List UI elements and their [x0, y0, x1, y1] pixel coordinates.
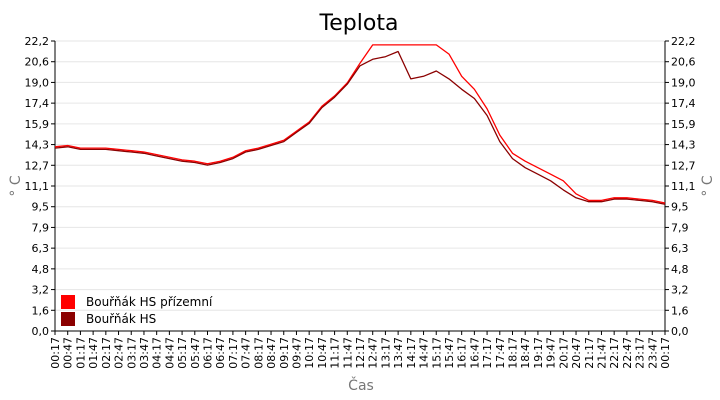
- y-tick-label: 12,7: [25, 159, 50, 172]
- x-tick-label: 03:47: [138, 337, 151, 369]
- y-tick-label: 7,9: [671, 221, 689, 234]
- x-tick-label: 00:17: [659, 337, 672, 369]
- x-tick-label: 09:17: [278, 337, 291, 369]
- x-tick-label: 20:47: [570, 337, 583, 369]
- y-tick-label: 3,2: [32, 284, 50, 297]
- y-tick-label: 0,0: [32, 325, 50, 338]
- x-tick-label: 17:47: [494, 337, 507, 369]
- x-tick-label: 22:17: [608, 337, 621, 369]
- y-tick-labels-left: 0,0 1,6 3,2 4,8 6,3 7,9 9,5 11,1 12,7 14,3 15,9 17,…: [25, 35, 50, 338]
- x-tick-label: 20:17: [557, 337, 570, 369]
- x-tick-label: 21:17: [583, 337, 596, 369]
- y-tick-label: 19,0: [671, 76, 696, 89]
- y-tick-label: 17,4: [25, 97, 50, 110]
- y-tick-label: 14,3: [671, 139, 696, 152]
- x-tick-label: 23:47: [646, 337, 659, 369]
- x-tick-label: 22:47: [621, 337, 634, 369]
- y-tick-label: 6,3: [32, 242, 50, 255]
- x-tick-label: 16:47: [468, 337, 481, 369]
- y-axis-label-left: ° C: [8, 175, 24, 196]
- x-tick-label: 23:17: [634, 337, 647, 369]
- x-tick-label: 02:17: [100, 337, 113, 369]
- y-tick-label: 20,6: [25, 56, 50, 69]
- y-tick-label: 20,6: [671, 56, 696, 69]
- legend-swatch: [61, 312, 75, 326]
- y-tick-label: 22,2: [671, 35, 696, 48]
- x-axis-label: Čas: [348, 376, 374, 394]
- x-tick-label: 11:47: [341, 337, 354, 369]
- x-tick-label: 21:47: [595, 337, 608, 369]
- x-tick-label: 19:17: [532, 337, 545, 369]
- y-tick-label: 7,9: [32, 221, 50, 234]
- y-tick-label: 12,7: [671, 159, 696, 172]
- x-tick-label: 05:47: [189, 337, 202, 369]
- y-tick-label: 0,0: [671, 325, 689, 338]
- x-tick-label: 00:47: [62, 337, 75, 369]
- x-tick-label: 18:47: [519, 337, 532, 369]
- x-tick-label: 00:17: [49, 337, 62, 369]
- y-tick-label: 22,2: [25, 35, 50, 48]
- x-tick-label: 06:47: [214, 337, 227, 369]
- y-tick-label: 9,5: [671, 201, 689, 214]
- y-tick-label: 11,1: [671, 180, 696, 193]
- x-tick-label: 10:17: [303, 337, 316, 369]
- x-tick-label: 01:47: [87, 337, 100, 369]
- legend-label: Bouřňák HS přízemní: [86, 295, 213, 309]
- y-tick-label: 1,6: [32, 304, 50, 317]
- y-tick-label: 19,0: [25, 76, 50, 89]
- series-line: [54, 44, 666, 204]
- x-tick-label: 01:17: [74, 337, 87, 369]
- x-tick-label: 02:47: [113, 337, 126, 369]
- y-tick-label: 11,1: [25, 180, 50, 193]
- x-tick-label: 12:47: [367, 337, 380, 369]
- y-tick-label: 17,4: [671, 97, 696, 110]
- x-tick-label: 05:17: [176, 337, 189, 369]
- chart-title: Teplota: [319, 11, 399, 36]
- y-tick-label: 4,8: [32, 263, 50, 276]
- x-tick-label: 08:47: [265, 337, 278, 369]
- x-tick-label: 04:17: [151, 337, 164, 369]
- x-tick-label: 12:17: [354, 337, 367, 369]
- series-lines: [54, 44, 666, 205]
- y-axis-label-right: ° C: [700, 175, 716, 196]
- y-tick-label: 9,5: [32, 201, 50, 214]
- x-tick-label: 03:17: [125, 337, 138, 369]
- x-tick-label: 07:47: [240, 337, 253, 369]
- x-tick-label: 19:47: [545, 337, 558, 369]
- x-tick-label: 15:47: [443, 337, 456, 369]
- x-tick-label: 10:47: [316, 337, 329, 369]
- x-tick-label: 09:47: [290, 337, 303, 369]
- legend: Bouřňák HS přízemní Bouřňák HS: [61, 295, 213, 326]
- x-tick-label: 08:17: [252, 337, 265, 369]
- y-tick-label: 14,3: [25, 139, 50, 152]
- x-tick-label: 13:47: [392, 337, 405, 369]
- x-tick-label: 14:17: [405, 337, 418, 369]
- x-tick-labels: 00:17 00:47 01:17 01:47 02:17 02:47 03:17 03:47…: [49, 331, 672, 369]
- x-tick-label: 17:17: [481, 337, 494, 369]
- legend-label: Bouřňák HS: [86, 312, 156, 326]
- x-tick-label: 06:17: [202, 337, 215, 369]
- y-tick-label: 6,3: [671, 242, 689, 255]
- x-tick-label: 16:17: [456, 337, 469, 369]
- grid: [51, 40, 669, 332]
- y-tick-label: 3,2: [671, 284, 689, 297]
- y-tick-label: 1,6: [671, 304, 689, 317]
- x-tick-label: 04:47: [163, 337, 176, 369]
- x-tick-label: 07:17: [227, 337, 240, 369]
- x-tick-label: 11:17: [329, 337, 342, 369]
- y-tick-labels-right: 0,0 1,6 3,2 4,8 6,3 7,9 9,5 11,1 12,7 14,3 15,9 17,…: [671, 35, 696, 338]
- y-tick-label: 4,8: [671, 263, 689, 276]
- y-tick-label: 15,9: [671, 118, 696, 131]
- legend-swatch: [61, 295, 75, 309]
- series-line: [54, 50, 666, 205]
- x-tick-label: 14:47: [418, 337, 431, 369]
- y-tick-label: 15,9: [25, 118, 50, 131]
- x-tick-label: 15:17: [430, 337, 443, 369]
- x-tick-label: 18:17: [507, 337, 520, 369]
- x-tick-label: 13:17: [379, 337, 392, 369]
